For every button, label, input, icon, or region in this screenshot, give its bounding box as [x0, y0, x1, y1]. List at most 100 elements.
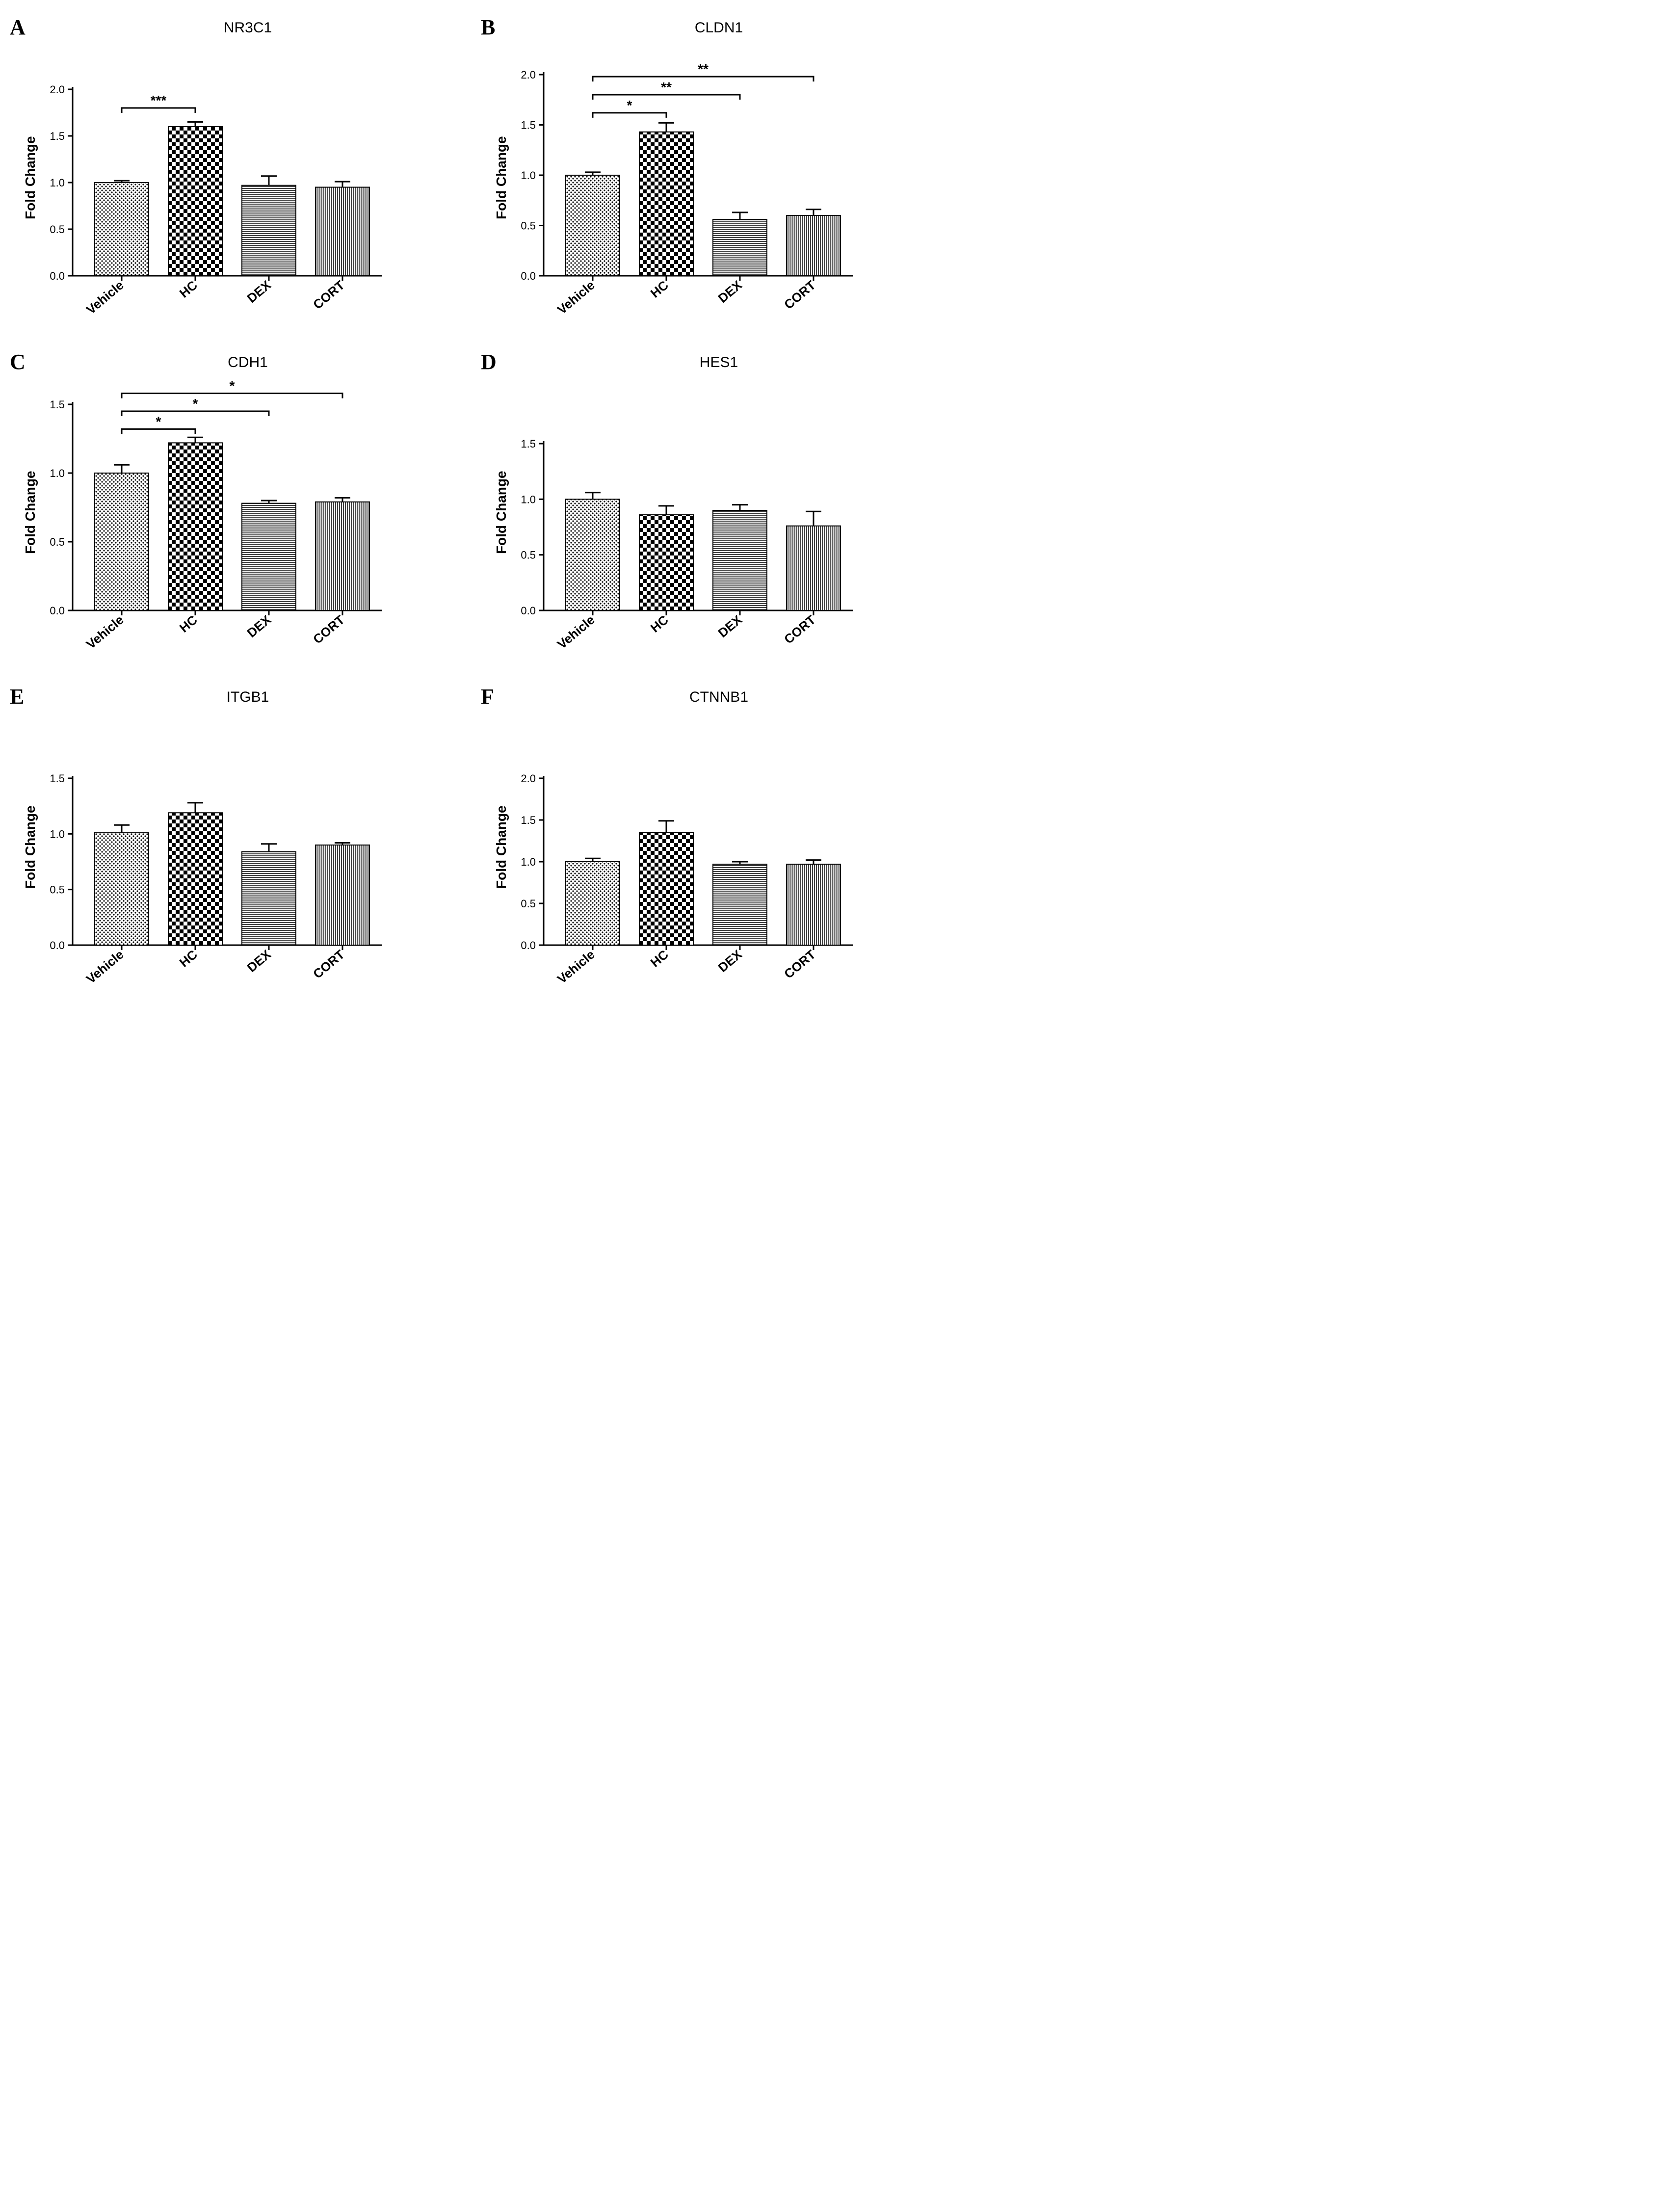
x-category-label: DEX: [244, 612, 274, 640]
svg-text:1.0: 1.0: [50, 828, 65, 840]
chart-title: CTNNB1: [535, 689, 903, 706]
svg-text:1.0: 1.0: [50, 177, 65, 189]
svg-text:2.0: 2.0: [521, 69, 536, 81]
svg-text:0.0: 0.0: [521, 270, 536, 282]
svg-text:2.0: 2.0: [50, 83, 65, 96]
svg-text:1.5: 1.5: [521, 119, 536, 132]
y-axis-label: Fold Change: [491, 375, 509, 650]
x-category-label: CORT: [310, 612, 347, 647]
bar-DEX: [713, 510, 767, 610]
bar-Vehicle: [95, 833, 149, 945]
bar-CORT: [315, 187, 369, 276]
panel-D: DHES1Fold Change0.00.51.01.5VehicleHCDEX…: [491, 354, 903, 650]
bar-chart: 0.0 0.5 1.0 1.5 2.0 Vehicle HC DEX CORT ***: [38, 40, 392, 315]
bar-CORT: [787, 864, 840, 945]
svg-text:0.0: 0.0: [50, 270, 65, 282]
panel-A: ANR3C1Fold Change0.00.51.01.52.0VehicleH…: [20, 20, 432, 315]
significance-label: *: [193, 396, 198, 411]
svg-text:1.0: 1.0: [521, 493, 536, 505]
x-category-label: HC: [177, 947, 200, 970]
x-category-label: Vehicle: [554, 947, 598, 984]
x-category-label: CORT: [781, 278, 818, 312]
significance-label: **: [698, 61, 709, 77]
significance-label: *: [156, 414, 161, 429]
bar-CORT: [315, 845, 369, 945]
bar-DEX: [242, 185, 296, 276]
bar-chart: 0.00.51.01.5VehicleHCDEXCORT: [509, 375, 863, 650]
x-category-label: Vehicle: [554, 612, 598, 650]
bar-DEX: [713, 219, 767, 276]
panel-C: CCDH1Fold Change0.00.51.01.5VehicleHCDEX…: [20, 354, 432, 650]
chart-title: HES1: [535, 354, 903, 371]
svg-text:0.5: 0.5: [521, 549, 536, 561]
svg-text:1.5: 1.5: [50, 398, 65, 411]
x-category-label: HC: [648, 277, 671, 300]
bar-chart: 0.00.51.01.52.0VehicleHCDEXCORT: [509, 710, 863, 984]
panel-F: FCTNNB1Fold Change0.00.51.01.52.0Vehicle…: [491, 689, 903, 984]
bar-Vehicle: [566, 862, 620, 945]
bar-DEX: [242, 852, 296, 945]
svg-text:1.5: 1.5: [521, 438, 536, 450]
panel-letter: A: [10, 15, 26, 40]
x-category-label: CORT: [310, 947, 347, 981]
y-axis-label: Fold Change: [20, 40, 38, 315]
svg-text:0.0: 0.0: [50, 939, 65, 952]
x-category-label: DEX: [715, 947, 745, 975]
svg-text:0.5: 0.5: [521, 898, 536, 910]
bar-Vehicle: [566, 499, 620, 610]
x-category-label: HC: [648, 947, 671, 970]
significance-label: ***: [151, 93, 167, 108]
bar-Vehicle: [566, 175, 620, 276]
bar-chart: 0.0 0.5 1.0 1.5 Vehicle HC DEX CORT * * *: [38, 375, 392, 650]
bar-Vehicle: [95, 183, 149, 276]
panel-letter: E: [10, 684, 24, 709]
x-category-label: HC: [177, 277, 200, 300]
x-category-label: CORT: [781, 947, 818, 981]
x-category-label: HC: [648, 612, 671, 635]
chart-title: ITGB1: [64, 689, 432, 706]
panel-B: BCLDN1Fold Change0.00.51.01.52.0VehicleH…: [491, 20, 903, 315]
significance-label: **: [661, 79, 672, 95]
bar-CORT: [787, 526, 840, 610]
svg-text:1.0: 1.0: [50, 467, 65, 479]
panel-E: EITGB1Fold Change0.00.51.01.5VehicleHCDE…: [20, 689, 432, 984]
svg-text:0.5: 0.5: [50, 884, 65, 896]
svg-text:0.5: 0.5: [50, 536, 65, 548]
chart-title: CLDN1: [535, 20, 903, 36]
chart-grid: ANR3C1Fold Change0.00.51.01.52.0VehicleH…: [20, 20, 903, 984]
x-category-label: Vehicle: [554, 278, 598, 315]
bar-CORT: [787, 215, 840, 276]
x-category-label: HC: [177, 612, 200, 635]
svg-text:0.0: 0.0: [50, 605, 65, 617]
y-axis-label: Fold Change: [20, 710, 38, 984]
x-category-label: DEX: [715, 612, 745, 640]
svg-text:1.5: 1.5: [50, 772, 65, 785]
bar-HC: [168, 127, 222, 276]
bar-DEX: [242, 503, 296, 610]
bar-HC: [639, 132, 693, 276]
x-category-label: CORT: [310, 278, 347, 312]
x-category-label: DEX: [244, 947, 274, 975]
panel-letter: F: [481, 684, 494, 709]
bar-HC: [168, 443, 222, 610]
svg-text:1.0: 1.0: [521, 856, 536, 868]
bar-Vehicle: [95, 473, 149, 610]
significance-label: *: [627, 98, 632, 113]
x-category-label: Vehicle: [83, 278, 127, 315]
x-category-label: Vehicle: [83, 612, 127, 650]
x-category-label: Vehicle: [83, 947, 127, 984]
x-category-label: DEX: [715, 277, 745, 306]
significance-label: *: [230, 378, 235, 394]
x-category-label: DEX: [244, 277, 274, 306]
svg-text:0.5: 0.5: [50, 223, 65, 236]
svg-text:1.5: 1.5: [521, 814, 536, 826]
panel-letter: D: [481, 349, 497, 374]
y-axis-label: Fold Change: [491, 710, 509, 984]
svg-text:1.0: 1.0: [521, 169, 536, 182]
bar-HC: [639, 515, 693, 610]
chart-title: CDH1: [64, 354, 432, 371]
x-category-label: CORT: [781, 612, 818, 647]
svg-text:1.5: 1.5: [50, 130, 65, 142]
chart-title: NR3C1: [64, 20, 432, 36]
svg-text:0.0: 0.0: [521, 939, 536, 952]
